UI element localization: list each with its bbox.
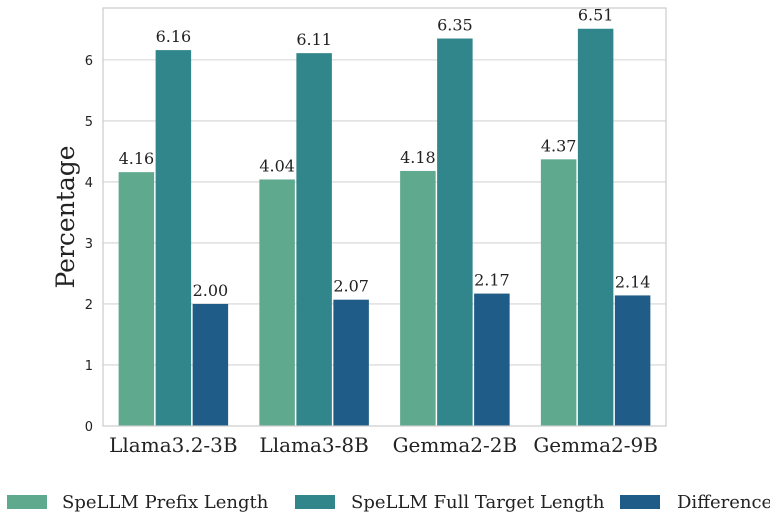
data-label: 2.17 [474, 271, 510, 290]
data-label: 4.18 [400, 148, 436, 167]
data-label: 2.14 [615, 272, 651, 291]
bar-1-2 [259, 179, 295, 426]
bar-3-2 [333, 299, 369, 426]
x-tick-label: Gemma2-9B [533, 433, 658, 457]
data-label: 6.16 [156, 27, 192, 46]
bar-2-2 [296, 53, 332, 427]
data-label: 4.37 [541, 136, 577, 155]
legend-label: SpeLLM Full Target Length [351, 492, 605, 513]
data-label: 2.00 [193, 281, 229, 300]
legend-label: Difference [677, 492, 770, 513]
data-label: 4.16 [119, 149, 155, 168]
y-tick-label: 2 [85, 298, 93, 313]
y-axis-label: Percentage [51, 145, 80, 288]
bar-3-1 [192, 303, 229, 426]
y-axis-ticks: 0 1 2 3 4 5 6 [85, 54, 93, 435]
bar-2-1 [155, 50, 192, 427]
x-axis-ticks: Llama3.2-3B Llama3-8B Gemma2-2B Gemma2-9B [109, 433, 658, 457]
bar-2-4 [577, 28, 614, 427]
plot-frame [102, 7, 667, 427]
bar-1-3 [400, 170, 436, 426]
legend-swatch [7, 495, 47, 509]
legend-item-3: Difference [620, 492, 770, 513]
legend-swatch [620, 495, 660, 509]
bar-3-3 [474, 293, 510, 426]
data-label: 6.11 [296, 30, 332, 49]
bar-3-4 [614, 295, 651, 426]
data-label: 6.35 [437, 16, 473, 35]
legend-swatch [295, 495, 335, 509]
y-tick-label: 3 [85, 237, 93, 252]
data-label: 6.51 [578, 6, 614, 25]
bar-1-1 [118, 172, 155, 426]
legend-label: SpeLLM Prefix Length [62, 492, 269, 513]
legend: SpeLLM Prefix Length SpeLLM Full Target L… [7, 492, 770, 513]
data-labels: 4.16 6.16 2.00 4.04 6.11 2.07 4.18 6.35 2.17 4.37… [119, 6, 651, 300]
y-tick-label: 1 [85, 359, 93, 374]
data-label: 2.07 [333, 277, 369, 296]
legend-item-2: SpeLLM Full Target Length [295, 492, 605, 513]
bar-2-3 [437, 38, 473, 426]
bar-1-4 [540, 159, 577, 427]
y-tick-label: 4 [85, 176, 93, 191]
x-tick-label: Gemma2-2B [393, 433, 518, 457]
legend-item-1: SpeLLM Prefix Length [7, 492, 269, 513]
x-tick-label: Llama3-8B [259, 433, 368, 457]
data-label: 4.04 [259, 156, 295, 175]
y-tick-label: 6 [85, 54, 93, 69]
bars [118, 28, 651, 427]
x-tick-label: Llama3.2-3B [109, 433, 237, 457]
y-tick-label: 0 [85, 420, 93, 435]
y-tick-label: 5 [85, 115, 93, 130]
